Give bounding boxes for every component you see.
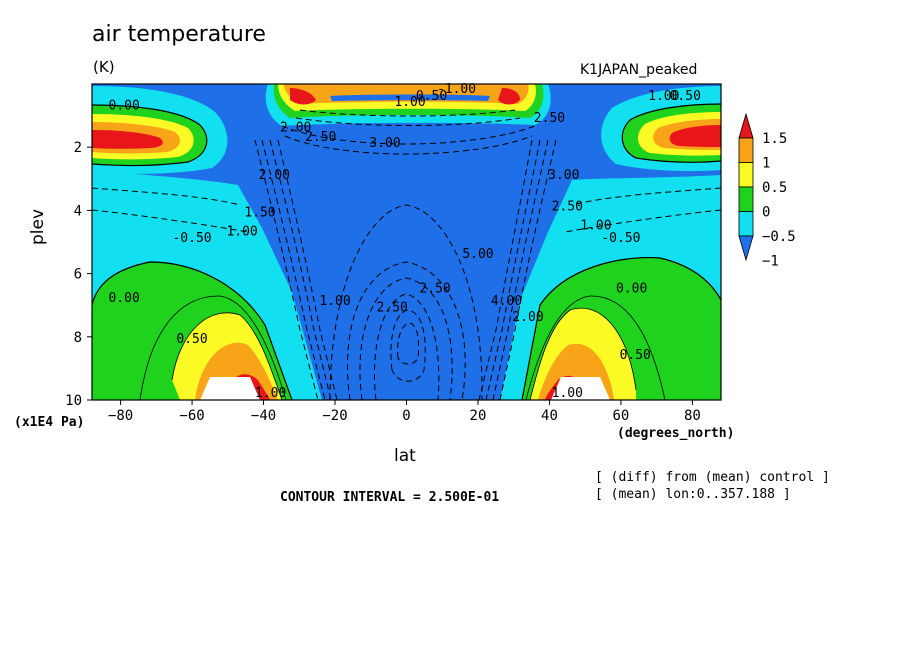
contour-label: 1.00 xyxy=(255,386,286,401)
contour-label: 0.50 xyxy=(620,348,651,363)
contour-label: -0.50 xyxy=(172,231,211,246)
contour-label: 0.50 xyxy=(176,332,207,347)
contour-label: 2.50 xyxy=(552,199,583,214)
x-tick-label: 80 xyxy=(684,408,701,424)
colorbar-tick-label: 0 xyxy=(762,205,770,221)
colorbar-tick-label: −0.5 xyxy=(762,229,796,245)
contour-label: 0.50 xyxy=(416,89,447,104)
y-tick-label: 6 xyxy=(74,267,82,283)
y-axis-units: (x1E4 Pa) xyxy=(14,415,85,430)
x-axis-units: (degrees_north) xyxy=(617,426,735,441)
contour-label: 2.00 xyxy=(259,168,290,183)
contour-label: 0.00 xyxy=(109,98,140,113)
contour-label: 4.00 xyxy=(491,294,522,309)
contour-label: -1.00 xyxy=(437,82,476,97)
colorbar-segment xyxy=(738,137,754,163)
colorbar-segment xyxy=(738,211,754,237)
contour-label: 2.50 xyxy=(419,282,450,297)
contour-label: 3.00 xyxy=(548,168,579,183)
positive-contours xyxy=(139,295,666,400)
experiment-label: K1JAPAN_peaked xyxy=(580,62,698,78)
region-top-red-left xyxy=(290,88,316,105)
region-right-up-red xyxy=(669,125,721,147)
contour-label: 0.00 xyxy=(109,291,140,306)
negative-contours xyxy=(92,109,721,400)
x-tick-label: 0 xyxy=(402,408,410,424)
topography-mask-left xyxy=(200,377,260,400)
y-tick-label: 10 xyxy=(65,393,82,409)
x-tick-label: −60 xyxy=(179,408,204,424)
contour-label: 1.00 xyxy=(394,95,425,110)
contour-label: 1.50 xyxy=(244,206,275,221)
chart-units: (K) xyxy=(93,58,115,76)
region-top-band xyxy=(330,94,490,101)
colorbar-tick-label: 1.5 xyxy=(762,131,787,147)
contour-label: 2.50 xyxy=(305,130,336,145)
y-axis: 2 4 6 8 10 xyxy=(65,140,92,409)
contour-label: 0.00 xyxy=(616,282,647,297)
contour-label: 5.00 xyxy=(462,247,493,262)
diff-note: [ (diff) from (mean) control ] xyxy=(595,470,830,485)
colorbar-segment xyxy=(738,186,754,212)
contour-lines xyxy=(92,103,721,400)
x-axis-label: lat xyxy=(394,446,416,466)
colorbar-tick-label: 1 xyxy=(762,156,770,172)
colorbar-tick-label: 0.5 xyxy=(762,180,787,196)
contour-labels: 0.00-1.000.501.00 0.501.003.002.502.002.5… xyxy=(109,82,701,401)
contour-interval-note: CONTOUR INTERVAL = 2.500E-01 xyxy=(280,490,500,505)
x-tick-label: −40 xyxy=(251,408,276,424)
contour-label: 1.00 xyxy=(319,294,350,309)
contour-label: 1.00 xyxy=(580,218,611,233)
contour-label: 1.00 xyxy=(648,89,679,104)
chart-title: air temperature xyxy=(92,22,266,47)
y-tick-label: 8 xyxy=(74,330,82,346)
y-axis-label: plev xyxy=(28,208,48,245)
contour-label: 2.50 xyxy=(377,301,408,316)
contour-label: 1.00 xyxy=(226,225,257,240)
x-axis: −80 −60 −40 −20 0 20 40 60 80 xyxy=(108,400,701,424)
mean-note: [ (mean) lon:0..357.188 ] xyxy=(595,487,791,502)
contour-label: 3.00 xyxy=(369,136,400,151)
colorbar-bottom-triangle xyxy=(738,235,754,262)
contour-label: 1.00 xyxy=(552,386,583,401)
y-tick-label: 4 xyxy=(74,203,82,219)
contour-label: 2.50 xyxy=(534,111,565,126)
colorbar: 1.5 1 0.5 0 −0.5 −1 xyxy=(738,112,796,270)
region-left-up-red xyxy=(92,130,163,149)
topography-mask-right xyxy=(551,377,610,400)
filled-contours xyxy=(92,84,721,400)
x-tick-label: 20 xyxy=(470,408,487,424)
contour-label: 2.00 xyxy=(280,120,311,135)
region-top-red-right xyxy=(498,88,520,105)
colorbar-tick-label: −1 xyxy=(762,254,779,270)
x-tick-label: −20 xyxy=(322,408,347,424)
contour-label: -0.50 xyxy=(601,231,640,246)
zero-contours xyxy=(92,103,721,400)
x-tick-label: 40 xyxy=(541,408,558,424)
contour-label: 2.00 xyxy=(512,310,543,325)
x-tick-label: 60 xyxy=(613,408,630,424)
colorbar-segment xyxy=(738,162,754,188)
y-tick-label: 2 xyxy=(74,140,82,156)
colorbar-top-triangle xyxy=(738,112,754,139)
contour-label: 0.50 xyxy=(670,89,701,104)
x-tick-label: −80 xyxy=(108,408,133,424)
